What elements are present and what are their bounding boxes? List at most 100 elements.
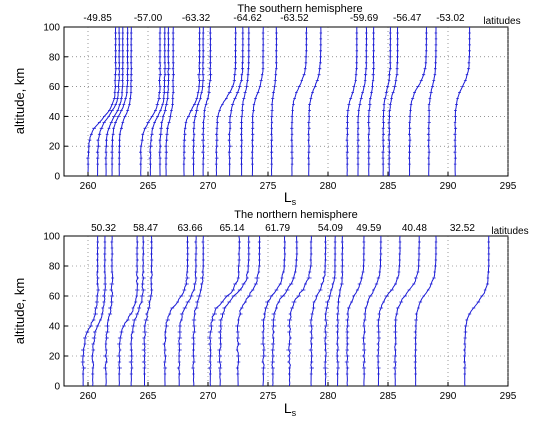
southern-y-tick-label: 20 (49, 142, 61, 153)
northern-profile-line (288, 236, 312, 387)
southern-x-tick-label: 290 (440, 181, 457, 192)
northern-latitude-label: 54.09 (318, 223, 343, 234)
southern-profile-error-bars (110, 32, 130, 165)
southern-profile-line (149, 27, 166, 177)
northern-profile-line (394, 236, 420, 387)
southern-profile-error-bars (381, 32, 392, 165)
northern-profile-error-bars (103, 241, 115, 375)
southern-profile-error-bars (86, 32, 118, 165)
northern-profile-error-bars (141, 241, 154, 375)
southern-profile-error-bars (227, 32, 245, 165)
northern-profile-line (143, 235, 153, 386)
northern-profile-line (163, 235, 189, 386)
southern-profile-line (192, 27, 204, 177)
southern-profile-line (427, 27, 437, 177)
southern-y-ticks: 0 20 40 60 80 100 (43, 23, 68, 183)
northern-profile-line (262, 235, 286, 387)
southern-profile-error-bars (356, 32, 368, 165)
northern-profile-line (324, 235, 336, 387)
northern-profile-error-bars (235, 241, 261, 375)
northern-profile-line (82, 235, 99, 387)
northern-profile-line (362, 236, 382, 387)
southern-profile-error-bars (117, 32, 133, 165)
southern-y-tick-label: 80 (49, 52, 61, 63)
southern-grid (64, 27, 509, 176)
southern-profile-error-bars (387, 32, 399, 165)
southern-profile-error-bars (148, 32, 167, 165)
northern-y-tick-label: 40 (49, 322, 61, 333)
southern-x-tick-label: 275 (260, 181, 277, 192)
southern-profile-error-bars (214, 32, 237, 165)
southern-profile-line (251, 26, 264, 176)
northern-profile-line (377, 235, 401, 387)
northern-profile-line (463, 235, 490, 387)
northern-x-tick-label: 295 (500, 391, 517, 402)
southern-profile-error-bars (307, 32, 323, 165)
southern-x-tick-label: 270 (200, 181, 217, 192)
northern-profile-line (236, 235, 261, 386)
southern-y-tick-label: 40 (49, 112, 61, 123)
northern-y-tick-label: 80 (49, 262, 61, 273)
northern-profile-error-bars (286, 241, 313, 375)
northern-profile-line (192, 235, 204, 386)
southern-title: The southern hemisphere (237, 3, 362, 15)
northern-latitude-label: 40.48 (402, 223, 427, 234)
southern-latitude-label: -63.32 (182, 13, 211, 24)
northern-x-axis-label-main: L (284, 400, 292, 416)
northern-grid (64, 236, 509, 386)
northern-profile-error-bars (207, 241, 241, 375)
northern-x-axis-label: Ls (284, 400, 297, 418)
northern-profile-line (218, 235, 250, 387)
northern-x-axis-label-sub: s (292, 408, 297, 418)
northern-profile-line (414, 235, 437, 387)
southern-profile-error-bars (158, 32, 171, 165)
southern-profile-error-bars (191, 32, 205, 165)
southern-latitude-labels: -49.85 -57.00 -63.32 -64.62 -63.52 -59.69 -56.… (83, 13, 465, 24)
northern-profile-line (209, 235, 240, 387)
northern-profile-error-bars (375, 241, 402, 375)
northern-profile-error-bars (335, 241, 344, 375)
northern-latitude-label: 63.66 (177, 223, 202, 234)
southern-profile-line (367, 26, 375, 176)
northern-panel: The northern hemisphere 50.32 58.47 63.66 6… (12, 209, 529, 418)
southern-y-axis-label: altitude, km (12, 68, 27, 134)
northern-profiles (80, 235, 491, 387)
northern-profile-error-bars (413, 241, 438, 375)
northern-profile-error-bars (90, 241, 108, 375)
southern-panel: The southern hemisphere -49.85 -57.00 -63.… (12, 3, 521, 207)
southern-profile-line (105, 27, 124, 177)
southern-profiles (86, 26, 471, 177)
northern-x-tick-label: 285 (380, 391, 397, 402)
southern-profile-line (96, 27, 121, 177)
northern-y-axis-label: altitude, km (12, 278, 27, 344)
northern-x-tick-label: 270 (200, 391, 217, 402)
southern-profile-error-bars (95, 32, 121, 165)
northern-profile-line (346, 235, 365, 387)
northern-profile-error-bars (117, 241, 140, 375)
southern-profile-line (202, 27, 212, 177)
southern-profile-error-bars (345, 32, 359, 165)
northern-profile-line (104, 235, 114, 387)
southern-profile-line (291, 27, 308, 177)
northern-profile-error-bars (322, 241, 337, 375)
northern-profile-error-bars (176, 241, 198, 375)
northern-latitudes-legend: latitudes (491, 226, 528, 237)
southern-profile-line (454, 27, 471, 177)
northern-title: The northern hemisphere (234, 209, 358, 221)
southern-latitude-label: -59.69 (350, 13, 379, 24)
northern-latitude-labels: 50.32 58.47 63.66 65.14 61.79 54.09 49.59 40.48… (91, 223, 475, 234)
northern-profile-line (310, 236, 327, 387)
southern-profile-error-bars (426, 32, 438, 165)
northern-latitude-label: 65.14 (219, 223, 244, 234)
southern-plot-area (63, 26, 509, 177)
southern-profile-line (140, 27, 161, 177)
northern-profile-error-bars (191, 241, 205, 375)
southern-profile-error-bars (139, 32, 163, 165)
northern-latitude-label: 49.59 (356, 223, 381, 234)
southern-x-tick-label: 295 (500, 181, 517, 192)
southern-profile-error-bars (367, 32, 376, 165)
northern-profile-error-bars (392, 241, 421, 375)
southern-x-tick-label: 265 (140, 181, 157, 192)
northern-profile-line (271, 236, 298, 387)
northern-x-tick-label: 275 (260, 391, 277, 402)
